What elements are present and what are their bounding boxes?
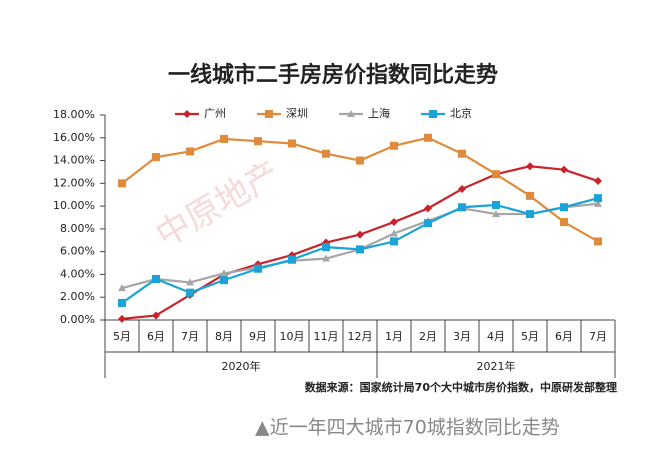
chart-title: 一线城市二手房房价指数同比走势 xyxy=(168,62,498,88)
point xyxy=(322,243,330,252)
legend-label: 广州 xyxy=(204,107,226,120)
x-tick-label: 7月 xyxy=(181,330,199,343)
x-tick-label: 9月 xyxy=(249,330,267,343)
point xyxy=(390,141,398,150)
y-tick-label: 18.00% xyxy=(53,108,95,121)
legend-label: 北京 xyxy=(450,106,472,120)
legend-label: 上海 xyxy=(368,106,390,120)
x-tick-label: 2月 xyxy=(419,330,437,343)
legend-marker xyxy=(347,110,355,117)
legend-label: 深圳 xyxy=(286,107,308,120)
point xyxy=(424,204,432,213)
x-tick-label: 6月 xyxy=(555,330,573,343)
point xyxy=(424,133,432,142)
y-tick-label: 10.00% xyxy=(53,199,95,212)
point xyxy=(186,147,194,156)
point xyxy=(492,170,500,179)
point xyxy=(526,210,534,219)
legend-marker xyxy=(429,110,437,118)
point xyxy=(458,185,466,194)
point xyxy=(220,269,228,277)
x-tick-label: 8月 xyxy=(215,330,233,343)
x-tick-label: 5月 xyxy=(521,330,539,343)
point xyxy=(424,219,432,228)
point xyxy=(526,191,534,200)
point xyxy=(356,156,364,165)
point xyxy=(594,194,602,203)
x-tick-label: 3月 xyxy=(453,330,471,343)
y-tick-label: 8.00% xyxy=(60,222,95,235)
point xyxy=(458,203,466,212)
point xyxy=(254,137,262,146)
point xyxy=(220,134,228,143)
x-tick-label: 12月 xyxy=(348,330,373,343)
point xyxy=(458,149,466,158)
x-tick-label: 7月 xyxy=(589,330,607,343)
y-tick-label: 4.00% xyxy=(60,267,95,280)
x-tick-label: 5月 xyxy=(113,330,131,343)
point xyxy=(356,245,364,254)
point xyxy=(288,251,296,260)
y-tick-label: 16.00% xyxy=(53,131,95,144)
point xyxy=(492,200,500,209)
point xyxy=(390,229,398,237)
point xyxy=(186,288,194,297)
point xyxy=(118,179,126,188)
point xyxy=(560,203,568,212)
point xyxy=(118,314,126,323)
caption: ▲近一年四大城市70城指数同比走势 xyxy=(255,417,560,439)
point xyxy=(288,255,296,264)
point xyxy=(594,199,602,207)
group-label: 2020年 xyxy=(222,359,261,373)
y-tick-label: 12.00% xyxy=(53,176,95,189)
point xyxy=(118,284,126,292)
point xyxy=(594,177,602,186)
point xyxy=(492,210,500,218)
point xyxy=(322,149,330,158)
point xyxy=(356,230,364,239)
x-tick-label: 10月 xyxy=(280,330,305,343)
y-tick-label: 14.00% xyxy=(53,154,95,167)
x-tick-label: 4月 xyxy=(487,330,505,343)
point xyxy=(390,218,398,227)
y-tick-label: 2.00% xyxy=(60,290,95,303)
x-tick-label: 11月 xyxy=(314,330,339,343)
watermark: 中原地产 xyxy=(149,153,287,256)
group-label: 2021年 xyxy=(477,359,516,373)
point xyxy=(526,162,534,171)
point xyxy=(254,264,262,273)
point xyxy=(152,153,160,162)
point xyxy=(288,139,296,148)
x-tick-label: 6月 xyxy=(147,330,165,343)
point xyxy=(220,276,228,285)
x-tick-label: 1月 xyxy=(385,330,403,343)
point xyxy=(390,237,398,246)
point xyxy=(152,311,160,320)
source-note: 数据来源：国家统计局70个大中城市房价指数，中原研发部整理 xyxy=(305,380,617,394)
legend-marker xyxy=(183,110,191,118)
point xyxy=(118,298,126,307)
point xyxy=(322,254,330,262)
point xyxy=(152,275,160,283)
point xyxy=(560,165,568,174)
legend-marker xyxy=(265,110,273,118)
y-tick-label: 6.00% xyxy=(60,245,95,258)
point xyxy=(186,278,194,286)
y-tick-label: 0.00% xyxy=(60,313,95,326)
point xyxy=(560,218,568,227)
point xyxy=(594,237,602,246)
